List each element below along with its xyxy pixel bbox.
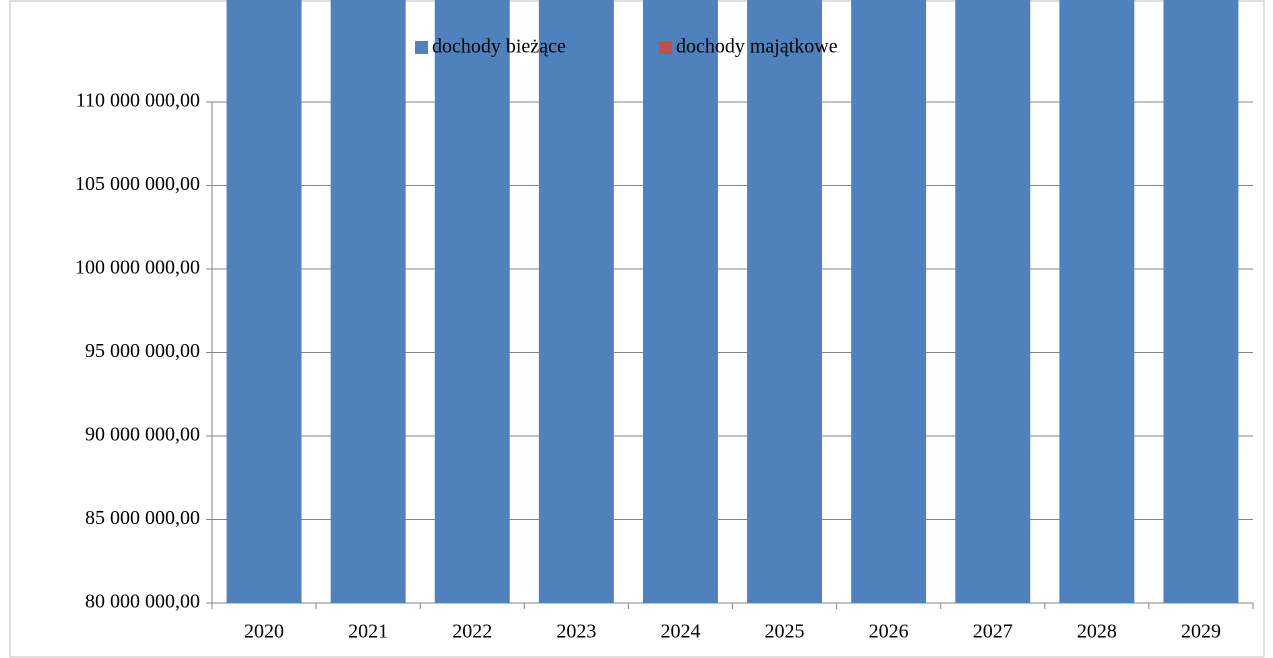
x-tick-label: 2028 xyxy=(1077,621,1117,643)
x-tick-label: 2020 xyxy=(244,621,284,643)
y-tick-label: 105 000 000,00 xyxy=(75,173,200,195)
bar-segment xyxy=(330,0,406,604)
bar-segment xyxy=(642,0,718,603)
legend-swatch xyxy=(415,41,428,54)
x-tick-label: 2025 xyxy=(765,621,805,643)
bar-segment xyxy=(538,0,614,603)
y-tick-label: 100 000 000,00 xyxy=(75,257,200,279)
bar-segment xyxy=(851,0,927,603)
bar-segment xyxy=(955,0,1031,603)
chart-frame xyxy=(9,0,1265,658)
bar-segment xyxy=(747,0,823,603)
bar-segment xyxy=(434,0,510,604)
x-tick-label: 2024 xyxy=(660,621,700,643)
x-tick-label: 2026 xyxy=(869,621,909,643)
legend-label: dochody bieżące xyxy=(432,36,566,58)
y-tick-label: 85 000 000,00 xyxy=(85,507,200,529)
x-tick-label: 2029 xyxy=(1181,621,1221,643)
y-tick-label: 110 000 000,00 xyxy=(76,90,200,112)
y-tick-label: 80 000 000,00 xyxy=(85,591,200,613)
bar-segment xyxy=(1059,0,1135,603)
x-tick-label: 2022 xyxy=(452,621,492,643)
legend-swatch xyxy=(659,41,672,54)
legend-label: dochody majątkowe xyxy=(676,36,838,58)
x-tick-label: 2027 xyxy=(973,621,1013,643)
x-tick-label: 2023 xyxy=(556,621,596,643)
y-tick-label: 95 000 000,00 xyxy=(85,340,200,362)
bar-segment xyxy=(1163,0,1239,603)
y-tick-label: 90 000 000,00 xyxy=(85,424,200,446)
x-tick-label: 2021 xyxy=(348,621,388,643)
bar-segment xyxy=(226,0,302,604)
